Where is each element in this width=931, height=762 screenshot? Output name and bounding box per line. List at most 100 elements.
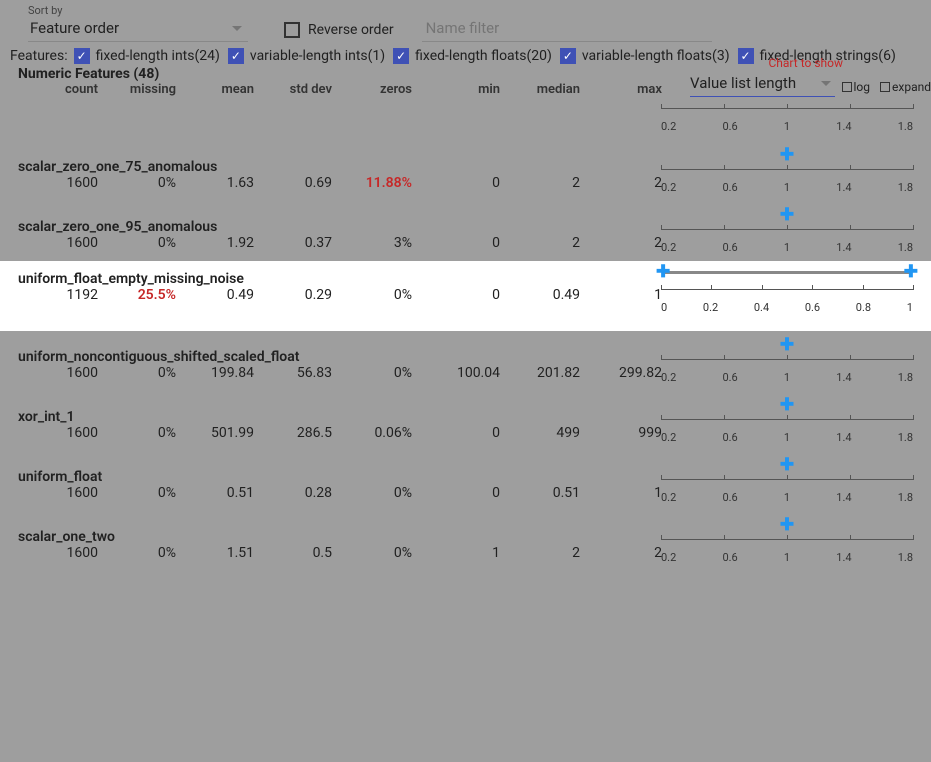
col-stddev[interactable]: std dev — [254, 82, 332, 97]
plus-icon: ✚ — [780, 515, 794, 535]
feature-row[interactable]: scalar_zero_one_95_anomalous16000%1.920.… — [0, 201, 931, 261]
feature-row[interactable]: scalar_one_two16000%1.510.50%122✚0.20.61… — [0, 511, 931, 571]
chevron-down-icon — [821, 81, 831, 86]
col-missing[interactable]: missing — [98, 82, 176, 97]
axis-tick-label: 1.4 — [836, 371, 851, 384]
axis-tick-label: 1.4 — [836, 551, 851, 564]
feature-filter-label: fixed-length ints(24) — [96, 48, 220, 64]
col-max[interactable]: max — [580, 82, 662, 97]
plus-icon: ✚ — [780, 455, 794, 475]
features-label: Features: — [10, 48, 68, 64]
plus-icon: ✚ — [780, 395, 794, 415]
stat-cell: 0 — [412, 235, 500, 251]
stat-cell: 1.92 — [176, 235, 254, 251]
feature-filter-checkbox[interactable]: ✓ — [228, 48, 244, 64]
stat-cell: 1 — [580, 485, 662, 501]
col-min[interactable]: min — [412, 82, 500, 97]
chevron-down-icon — [232, 26, 242, 31]
axis-tick-label: 1 — [784, 551, 790, 564]
col-median[interactable]: median — [500, 82, 580, 97]
axis-tick-label: 0.6 — [722, 431, 737, 444]
sort-by-value: Feature order — [30, 19, 119, 37]
stat-cell: 201.82 — [500, 365, 580, 381]
stat-cell: 0% — [98, 175, 176, 191]
feature-histogram: ✚0.20.611.41.8 — [661, 229, 913, 254]
col-mean[interactable]: mean — [176, 82, 254, 97]
stat-cell: 0% — [332, 287, 412, 303]
axis-tick-label: 0.6 — [722, 181, 737, 194]
chart-type-select[interactable]: Value list length — [690, 74, 835, 97]
axis-tick-label: 1 — [784, 120, 790, 133]
stat-cell: 100.04 — [412, 365, 500, 381]
axis-tick-label: 1.8 — [898, 431, 913, 444]
stat-cell: 0.29 — [254, 287, 332, 303]
plus-icon: ✚ — [904, 262, 918, 282]
stat-cell: 0% — [98, 365, 176, 381]
stat-cell: 501.99 — [176, 425, 254, 441]
reverse-order-checkbox[interactable] — [284, 22, 300, 38]
axis-tick-label: 0.8 — [856, 301, 871, 314]
axis-tick-label: 1.4 — [836, 181, 851, 194]
name-filter-input[interactable]: Name filter — [422, 17, 712, 42]
feature-row[interactable]: scalar_zero_one_75_anomalous16000%1.630.… — [0, 141, 931, 201]
stat-cell: 0% — [98, 425, 176, 441]
stat-cell: 0% — [98, 485, 176, 501]
stat-cell: 1600 — [18, 485, 98, 501]
plus-icon: ✚ — [780, 145, 794, 165]
expand-label: expand — [892, 80, 931, 94]
axis-tick-label: 1.4 — [836, 431, 851, 444]
feature-row[interactable]: uniform_noncontiguous_shifted_scaled_flo… — [0, 331, 931, 391]
stat-cell: 2 — [580, 545, 662, 561]
axis-tick-label: 1.8 — [898, 491, 913, 504]
col-zeros[interactable]: zeros — [332, 82, 412, 97]
stat-cell: 0.06% — [332, 425, 412, 441]
stat-cell: 2 — [580, 235, 662, 251]
axis-tick-label: 1 — [784, 491, 790, 504]
feature-filter-checkbox[interactable]: ✓ — [393, 48, 409, 64]
log-label: log — [854, 80, 871, 94]
axis-tick-label: 1.4 — [836, 120, 851, 133]
stat-cell: 0.28 — [254, 485, 332, 501]
feature-row[interactable]: uniform_float_empty_missing_noise119225.… — [0, 261, 931, 331]
expand-checkbox[interactable] — [880, 82, 890, 92]
axis-tick-label: 0.6 — [722, 241, 737, 254]
axis-tick-label: 1.4 — [836, 241, 851, 254]
axis-tick-label: 0.2 — [661, 120, 676, 133]
feature-histogram: ✚0.20.611.41.8 — [661, 479, 913, 504]
stat-cell: 0.49 — [500, 287, 580, 303]
stat-cell: 25.5% — [98, 287, 176, 303]
stat-cell: 0% — [98, 235, 176, 251]
axis-tick-label: 0.6 — [722, 491, 737, 504]
sort-by-select[interactable]: Feature order — [28, 17, 248, 42]
log-checkbox[interactable] — [842, 82, 852, 92]
axis-tick-label: 0.2 — [661, 551, 676, 564]
feature-row[interactable]: uniform_float16000%0.510.280%00.511✚0.20… — [0, 451, 931, 511]
stat-cell: 1.51 — [176, 545, 254, 561]
chart-to-show-label: Chart to show — [768, 56, 843, 70]
axis-tick-label: 0.2 — [703, 301, 718, 314]
feature-filter-checkbox[interactable]: ✓ — [74, 48, 90, 64]
feature-filter-checkbox[interactable]: ✓ — [560, 48, 576, 64]
axis-tick-label: 0.2 — [661, 491, 676, 504]
stat-cell: 11.88% — [332, 175, 412, 191]
stat-cell: 0 — [412, 175, 500, 191]
axis-tick-label: 0.6 — [805, 301, 820, 314]
feature-filter-checkbox[interactable]: ✓ — [738, 48, 754, 64]
axis-tick-label: 1 — [784, 181, 790, 194]
stat-cell: 2 — [500, 545, 580, 561]
feature-filter-label: variable-length ints(1) — [250, 48, 385, 64]
feature-row[interactable]: xor_int_116000%501.99286.50.06%0499999✚0… — [0, 391, 931, 451]
axis-tick-label: 1.8 — [898, 120, 913, 133]
stat-cell: 2 — [500, 235, 580, 251]
axis-tick-label: 1 — [784, 371, 790, 384]
axis-tick-label: 0.6 — [722, 551, 737, 564]
stat-cell: 0.69 — [254, 175, 332, 191]
stat-cell: 0% — [98, 545, 176, 561]
col-count[interactable]: count — [18, 82, 98, 97]
stat-cell: 0% — [332, 485, 412, 501]
axis-tick-label: 0.6 — [722, 120, 737, 133]
feature-filter-label: variable-length floats(3) — [582, 48, 730, 64]
stat-cell: 1600 — [18, 235, 98, 251]
plus-icon: ✚ — [780, 205, 794, 225]
axis-tick-label: 0.2 — [661, 181, 676, 194]
